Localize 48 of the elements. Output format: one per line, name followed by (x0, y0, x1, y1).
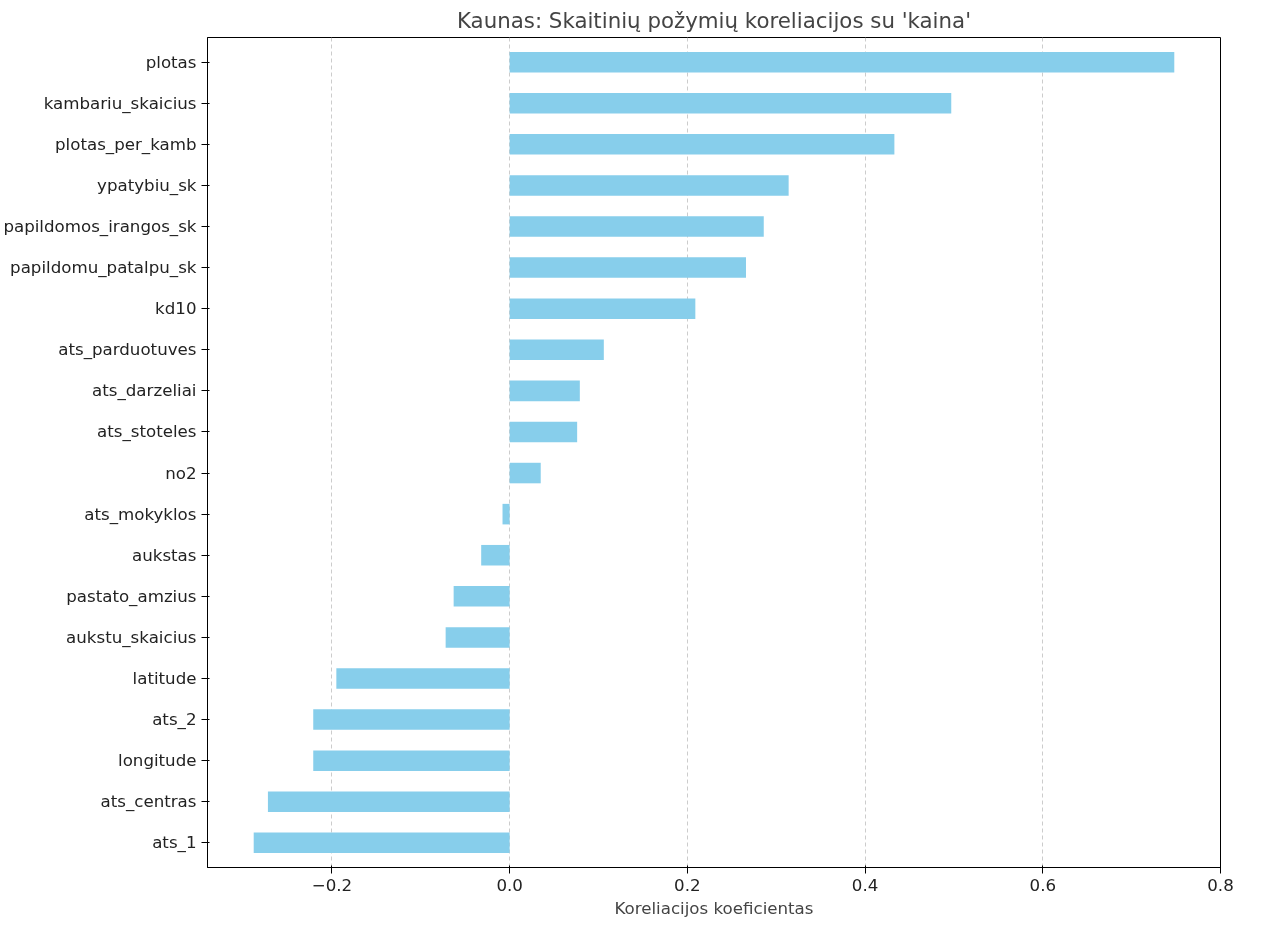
y-tick-label: kambariu_skaicius (43, 93, 197, 114)
x-axis-title: Koreliacijos koeficientas (614, 898, 814, 918)
y-tick-label: pastato_amzius (66, 586, 197, 607)
y-tick-label: ats_parduotuves (58, 340, 197, 361)
y-tick-label: ats_centras (100, 792, 197, 813)
bar (509, 134, 895, 155)
bar (509, 216, 764, 237)
bar (313, 709, 510, 730)
y-tick-label: plotas_per_kamb (55, 134, 197, 155)
bar (267, 791, 510, 813)
x-tick-label: 0.0 (496, 875, 523, 895)
bar (509, 175, 789, 196)
bar (502, 503, 510, 525)
y-tick-label: aukstas (132, 545, 197, 565)
bar (509, 51, 1175, 73)
x-tick-label: −0.2 (311, 875, 353, 895)
bar (453, 586, 510, 607)
bar (336, 668, 510, 689)
bar (509, 298, 696, 319)
y-tick-label: latitude (132, 668, 197, 688)
y-tick-label: kd10 (155, 299, 197, 319)
x-tick-label: 0.6 (1029, 875, 1057, 895)
bar (509, 92, 952, 114)
bar (481, 544, 510, 566)
y-tick-label: ats_2 (152, 710, 197, 731)
y-tick-label: ats_mokyklos (84, 504, 197, 525)
y-tick-label: aukstu_skaicius (66, 627, 197, 648)
bar (509, 462, 541, 484)
x-tick-label: 0.8 (1207, 875, 1234, 895)
y-tick-label: ypatybiu_sk (97, 175, 197, 196)
y-tick-label: ats_stoteles (97, 422, 197, 443)
bar (509, 421, 578, 443)
x-tick-label: 0.2 (674, 875, 701, 895)
bar (445, 627, 510, 648)
y-tick-label: ats_darzeliai (92, 381, 197, 402)
y-tick-label: no2 (165, 463, 197, 483)
y-tick-label: papildomos_irangos_sk (3, 217, 197, 238)
bar (509, 339, 604, 361)
chart-title: Kaunas: Skaitinių požymių koreliacijos su 'kaina' (457, 7, 971, 33)
y-tick-label: plotas (145, 52, 197, 72)
y-tick-label: longitude (118, 751, 197, 771)
x-tick-label: 0.4 (851, 875, 879, 895)
bar (253, 832, 510, 854)
bar (509, 257, 746, 278)
y-tick-label: ats_1 (152, 833, 197, 854)
bar (313, 750, 510, 771)
y-tick-label: papildomu_patalpu_sk (10, 258, 197, 279)
bar (509, 380, 580, 402)
